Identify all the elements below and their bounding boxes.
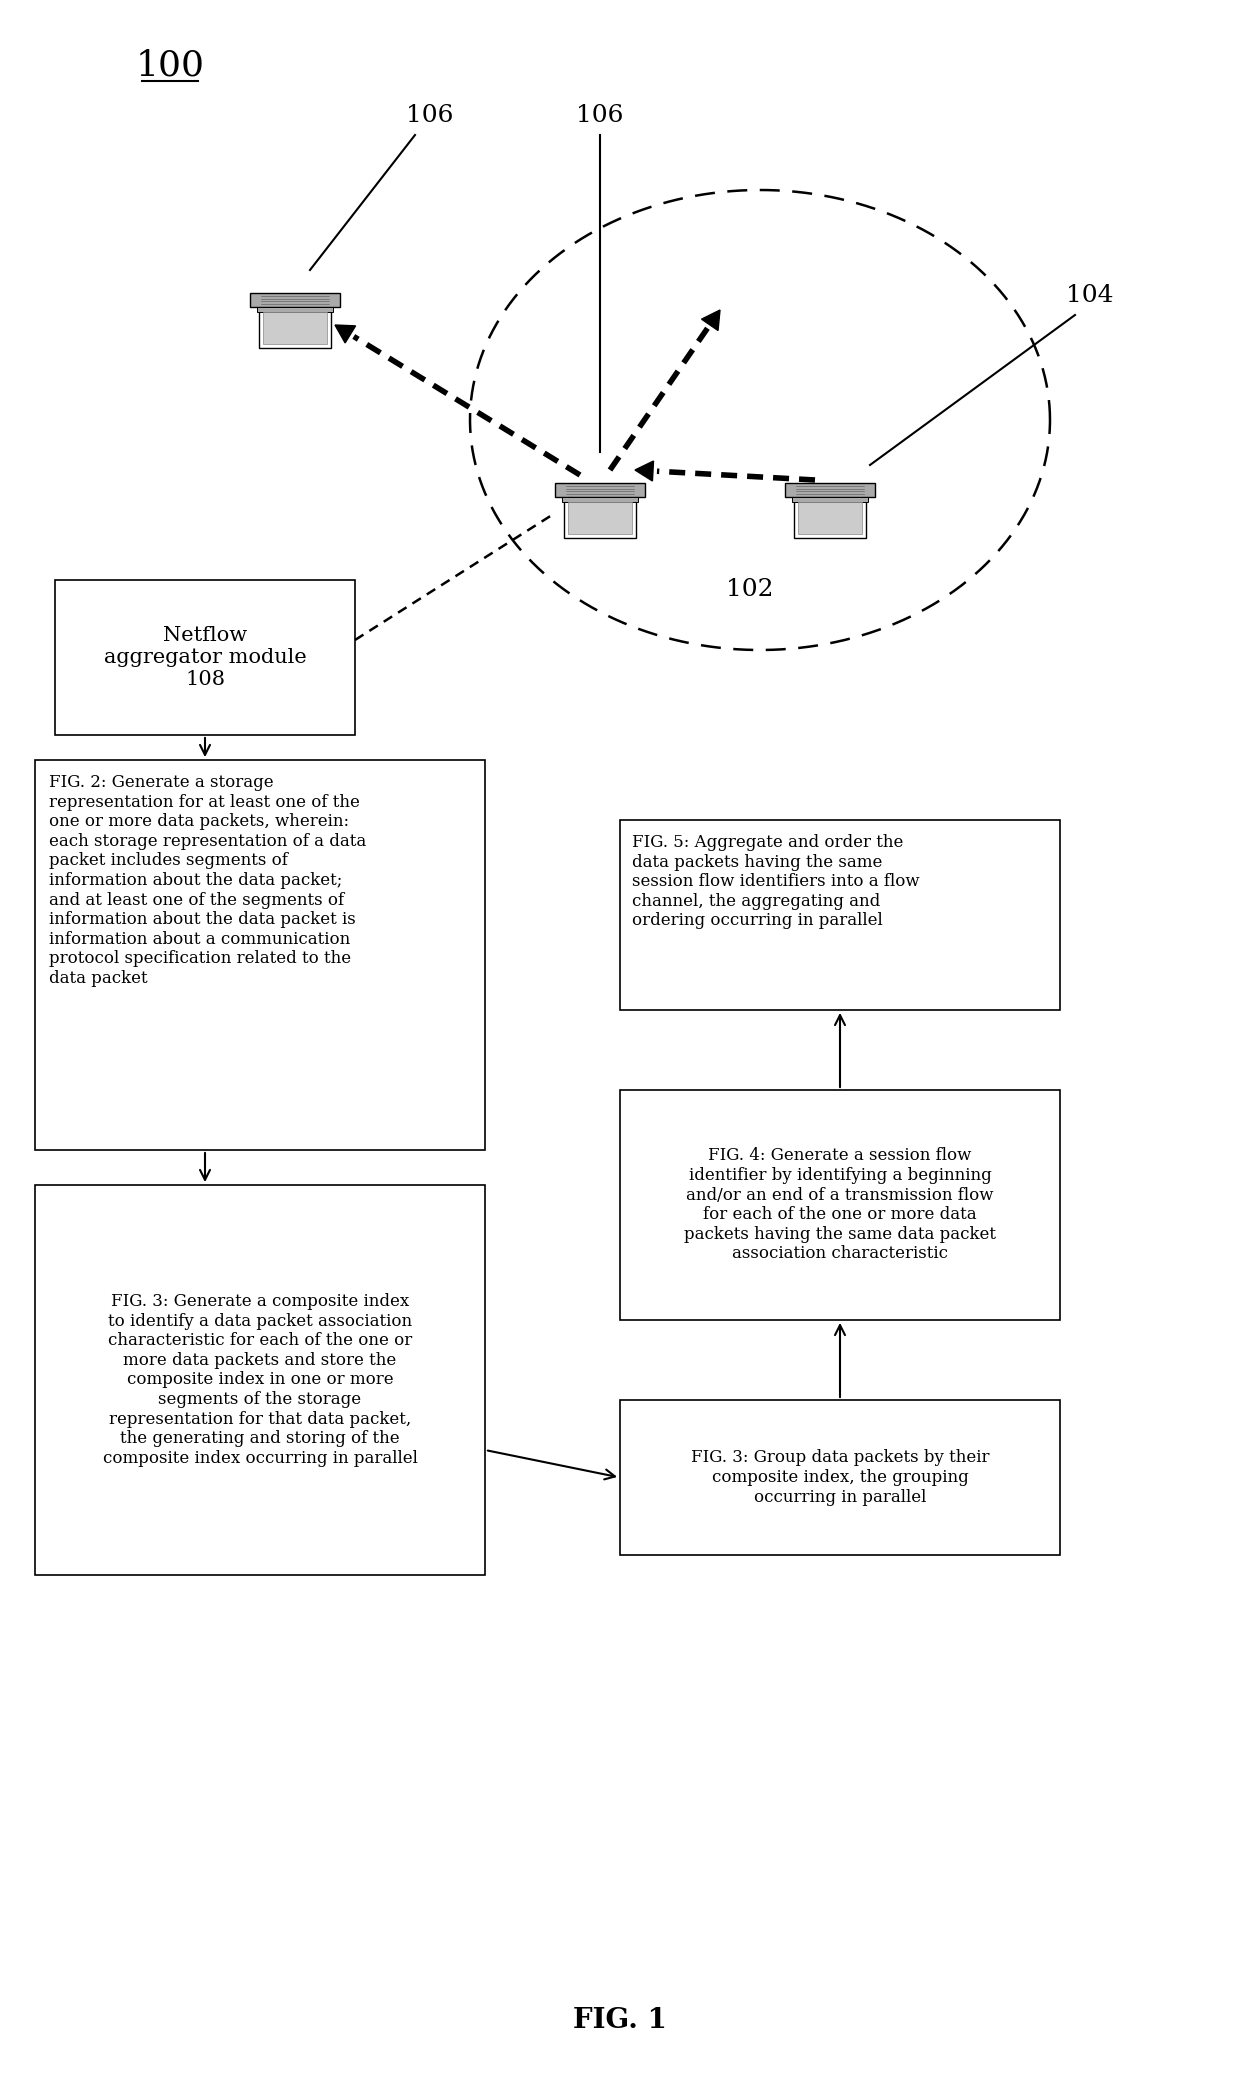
Bar bbox=[259, 307, 331, 349]
Text: FIG. 2: Generate a storage
representation for at least one of the
one or more da: FIG. 2: Generate a storage representatio… bbox=[50, 775, 366, 988]
Bar bbox=[263, 311, 326, 345]
Polygon shape bbox=[635, 461, 653, 480]
Bar bbox=[620, 1090, 1060, 1320]
Bar bbox=[257, 307, 334, 311]
Text: 106: 106 bbox=[407, 104, 454, 127]
Bar bbox=[35, 1186, 485, 1574]
Text: 106: 106 bbox=[577, 104, 624, 127]
Bar bbox=[556, 482, 645, 497]
Bar bbox=[792, 497, 868, 501]
Bar bbox=[55, 580, 355, 735]
Text: FIG. 1: FIG. 1 bbox=[573, 2007, 667, 2034]
Text: FIG. 4: Generate a session flow
identifier by identifying a beginning
and/or an : FIG. 4: Generate a session flow identifi… bbox=[684, 1148, 996, 1263]
Bar bbox=[799, 501, 862, 535]
Bar bbox=[785, 482, 875, 497]
Text: 100: 100 bbox=[135, 48, 205, 81]
Bar bbox=[620, 821, 1060, 1011]
Text: FIG. 3: Group data packets by their
composite index, the grouping
occurring in p: FIG. 3: Group data packets by their comp… bbox=[691, 1449, 990, 1505]
Polygon shape bbox=[335, 326, 356, 342]
Text: FIG. 3: Generate a composite index
to identify a data packet association
charact: FIG. 3: Generate a composite index to id… bbox=[103, 1292, 418, 1468]
Bar bbox=[568, 501, 631, 535]
Polygon shape bbox=[702, 309, 720, 330]
Bar bbox=[794, 497, 866, 539]
Text: 104: 104 bbox=[1066, 284, 1114, 307]
Text: 102: 102 bbox=[727, 578, 774, 601]
Text: FIG. 5: Aggregate and order the
data packets having the same
session flow identi: FIG. 5: Aggregate and order the data pac… bbox=[632, 833, 920, 929]
Bar bbox=[35, 760, 485, 1150]
Bar bbox=[250, 292, 340, 307]
Bar bbox=[620, 1399, 1060, 1556]
Text: Netflow
aggregator module
108: Netflow aggregator module 108 bbox=[104, 626, 306, 689]
Bar bbox=[562, 497, 639, 501]
Bar bbox=[564, 497, 636, 539]
